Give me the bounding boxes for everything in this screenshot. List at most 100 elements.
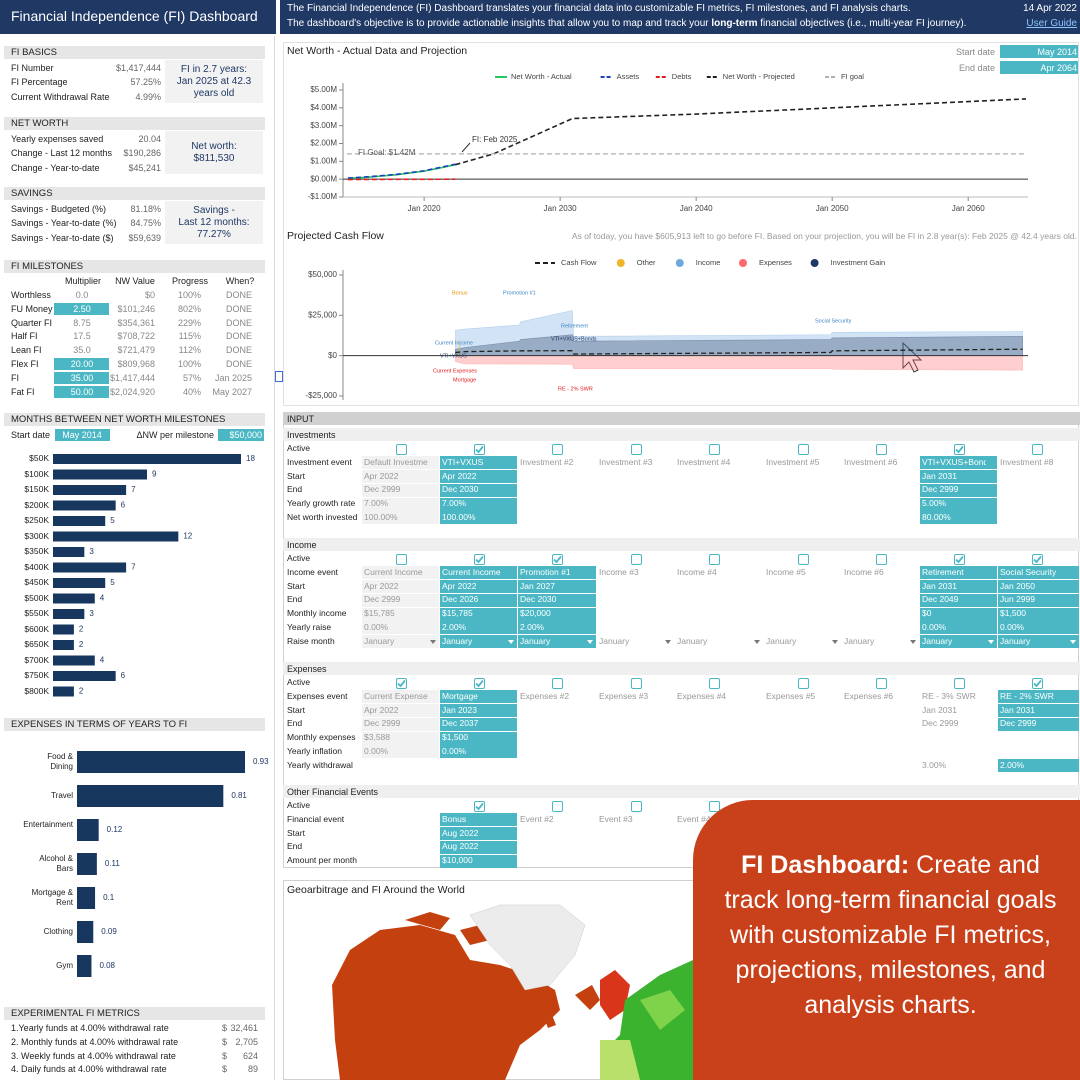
input-cell — [440, 840, 517, 854]
checkbox[interactable] — [396, 553, 407, 565]
input-cell — [998, 621, 1079, 635]
checkbox[interactable] — [798, 553, 809, 565]
row-label: Start — [287, 580, 305, 591]
input-cell-text: Investment #3 — [599, 456, 653, 467]
checkbox[interactable] — [631, 677, 642, 689]
milestone-name: FU Money — [11, 303, 53, 314]
input-cell-text: Jan 2023 — [442, 704, 477, 715]
progress: 57% — [182, 372, 201, 383]
input-cell-text: Income #6 — [844, 566, 884, 577]
checkbox[interactable] — [474, 553, 485, 565]
row-label: Yearly raise — [287, 622, 332, 633]
multiplier: 35.0 — [73, 345, 91, 356]
input-cell-text: 7.00% — [364, 498, 389, 509]
checkbox[interactable] — [954, 443, 965, 455]
input-cell-text: Event #4 — [677, 813, 711, 824]
section-bar — [283, 662, 1080, 675]
input-cell — [440, 511, 517, 525]
y-tick-label: $50K — [29, 453, 49, 464]
checkbox[interactable] — [552, 443, 563, 455]
checkbox[interactable] — [631, 800, 642, 812]
input-cell — [920, 456, 997, 470]
user-guide-link[interactable]: User Guide — [1026, 17, 1077, 29]
checkbox[interactable] — [474, 443, 485, 455]
description: The Financial Independence (FI) Dashboar… — [287, 2, 911, 14]
input-cell-text[interactable]: January — [844, 635, 875, 646]
checkbox[interactable] — [954, 553, 965, 565]
input-cell-text[interactable]: January — [766, 635, 797, 646]
input-cell-text[interactable]: January — [520, 635, 551, 646]
input-cell-text: Jan 2027 — [520, 580, 555, 591]
metric-value: 81.18% — [130, 204, 161, 214]
checkbox[interactable] — [396, 677, 407, 689]
dropdown-arrow[interactable] — [430, 640, 436, 645]
input-cell — [920, 635, 997, 649]
checkbox[interactable] — [709, 677, 720, 689]
checkbox[interactable] — [876, 553, 887, 565]
checkbox[interactable] — [631, 443, 642, 455]
checkbox[interactable] — [709, 553, 720, 565]
section-title: MONTHS BETWEEN NET WORTH MILESTONES — [11, 413, 226, 425]
checkbox[interactable] — [631, 553, 642, 565]
checkbox[interactable] — [798, 443, 809, 455]
checkbox[interactable] — [1032, 443, 1043, 455]
metric-label: Current Withdrawal Rate — [11, 91, 110, 102]
input-cell-text[interactable]: January — [442, 635, 473, 646]
checkbox[interactable] — [474, 800, 485, 812]
row-label: Investment event — [287, 456, 352, 467]
bar — [53, 485, 127, 495]
checkbox[interactable] — [552, 553, 563, 565]
checkbox[interactable] — [709, 443, 720, 455]
input-cell — [998, 635, 1079, 649]
milestone-name: Worthless — [11, 290, 51, 300]
data-label: 2 — [79, 625, 84, 634]
dropdown-arrow[interactable] — [754, 640, 760, 645]
checkbox[interactable] — [552, 677, 563, 689]
data-label: 0.09 — [101, 927, 117, 936]
dropdown-arrow[interactable] — [910, 640, 916, 645]
nw-value: $1,417,444 — [109, 372, 155, 383]
data-label: 9 — [152, 470, 157, 479]
dropdown-arrow[interactable] — [832, 640, 838, 645]
section-title: EXPERIMENTAL FI METRICS — [11, 1007, 140, 1019]
editable-cell — [54, 385, 109, 398]
input-cell-text[interactable]: January — [599, 635, 630, 646]
input-cell-text: Jun 2999 — [1000, 594, 1035, 605]
checkbox[interactable] — [552, 800, 563, 812]
dropdown-arrow[interactable] — [988, 640, 994, 645]
input-cell-text: VTI+VXUS+Bonds — [922, 456, 986, 467]
dropdown-arrow[interactable] — [587, 640, 593, 645]
checkbox[interactable] — [876, 443, 887, 455]
checkbox[interactable] — [474, 677, 485, 689]
delta-value: $50,000 — [229, 430, 262, 440]
input-cell — [218, 429, 264, 441]
input-cell-text: Event #2 — [520, 813, 554, 824]
checkbox[interactable] — [396, 443, 407, 455]
metric-label: 4. Daily funds at 4.00% withdrawal rate — [11, 1064, 167, 1075]
milestone-name: Lean FI — [11, 345, 42, 356]
checkbox[interactable] — [1032, 677, 1043, 689]
checkbox[interactable] — [876, 677, 887, 689]
input-cell — [518, 579, 596, 593]
checkbox[interactable] — [798, 677, 809, 689]
input-cell-text[interactable]: January — [922, 635, 953, 646]
input-cell-text[interactable]: January — [1000, 635, 1031, 646]
dropdown-arrow[interactable] — [665, 640, 671, 645]
input-cell-text: Investment #6 — [844, 456, 898, 467]
data-label: 0.12 — [107, 825, 123, 834]
checkbox-check — [955, 445, 964, 453]
input-cell-text: Aug 2022 — [442, 841, 479, 852]
dropdown-arrow[interactable] — [508, 640, 514, 645]
y-tick-label: $450K — [24, 577, 49, 588]
dropdown-arrow[interactable] — [1070, 640, 1076, 645]
input-cell — [998, 593, 1079, 607]
progress: 115% — [178, 331, 201, 342]
input-cell — [362, 690, 439, 704]
input-cell-text[interactable]: January — [364, 635, 395, 646]
input-cell-text[interactable]: January — [677, 635, 708, 646]
checkbox[interactable] — [709, 800, 720, 812]
row-label: Yearly growth rate — [287, 498, 356, 509]
input-cell — [440, 469, 517, 483]
checkbox[interactable] — [954, 677, 965, 689]
checkbox[interactable] — [1032, 553, 1043, 565]
